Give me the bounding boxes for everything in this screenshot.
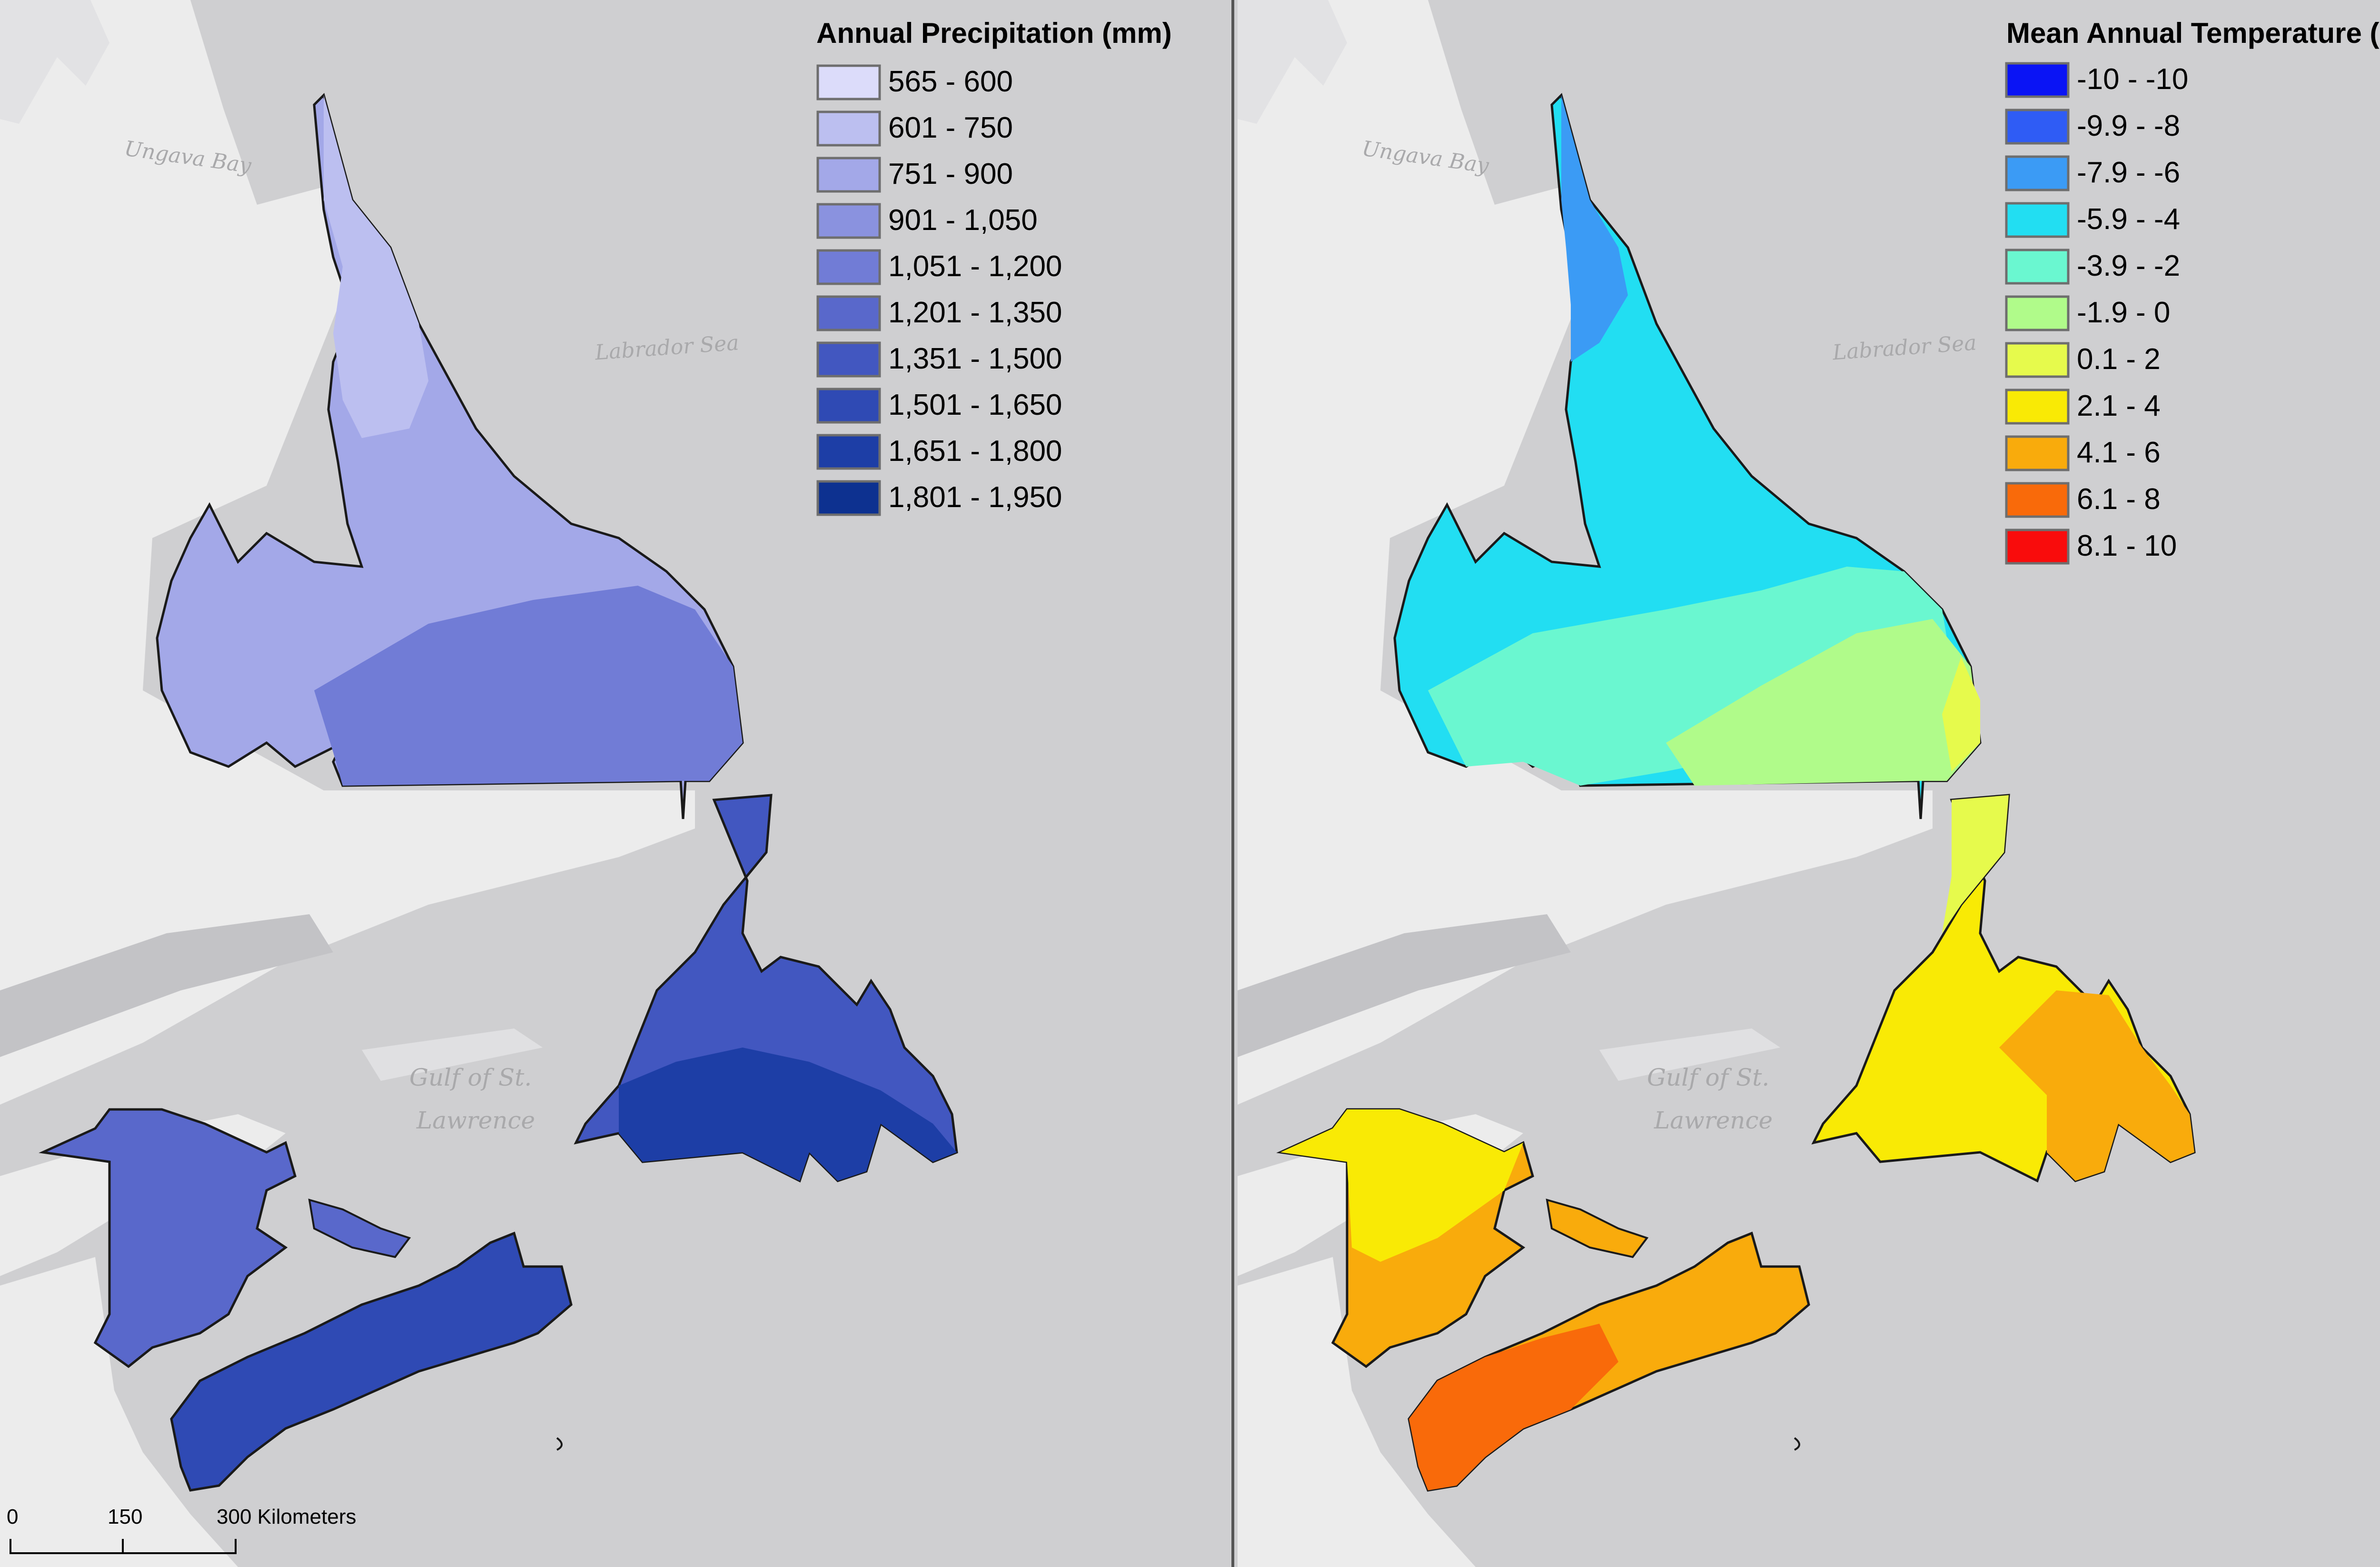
- new-brunswick-region: [39, 1108, 297, 1368]
- sable-island-mark: [1794, 1437, 1800, 1451]
- labrador-dry-zone: [324, 95, 428, 438]
- temperature-legend-label: -1.9 - 0: [2077, 296, 2170, 329]
- label-gulf-line2: Lawrence: [1654, 1107, 1773, 1134]
- precipitation-legend-title: Annual Precipitation (mm): [816, 17, 1172, 49]
- precipitation-legend-label: 1,351 - 1,500: [888, 342, 1062, 375]
- temperature-legend: Mean Annual Temperature (C) -10 - -10 -9.…: [2005, 17, 2380, 565]
- precipitation-regions: [39, 93, 958, 1492]
- precipitation-legend-label: 601 - 750: [888, 111, 1013, 144]
- temperature-regions: [1276, 93, 2196, 1492]
- temperature-legend-label: -9.9 - -8: [2077, 110, 2180, 142]
- labrador-north-cold-zone: [1561, 95, 1628, 362]
- temperature-legend-label: 6.1 - 8: [2077, 483, 2161, 516]
- temperature-legend-label: -5.9 - -4: [2077, 203, 2180, 236]
- precipitation-legend-swatch: [816, 203, 881, 239]
- newfoundland-south-warm-zone: [1999, 990, 2194, 1181]
- temperature-legend-swatch: [2005, 389, 2070, 425]
- precipitation-legend-label: 1,651 - 1,800: [888, 435, 1062, 468]
- temperature-legend-label: 8.1 - 10: [2077, 529, 2177, 562]
- pei-region: [308, 1198, 411, 1258]
- precipitation-legend-label: 901 - 1,050: [888, 204, 1038, 237]
- pei-region: [1546, 1198, 1649, 1258]
- precipitation-legend-swatch: [816, 295, 881, 331]
- precipitation-legend-label: 1,501 - 1,650: [888, 389, 1062, 421]
- labrador-coast-warm-zone: [1942, 657, 1980, 771]
- labrador-south-zone: [1666, 619, 1980, 786]
- river-estuary: [1238, 914, 1571, 1057]
- anticosti-island: [362, 1028, 543, 1081]
- nova-scotia-region: [170, 1231, 573, 1492]
- newfoundland-wet-zone: [619, 1048, 957, 1181]
- precipitation-legend-label: 1,051 - 1,200: [888, 250, 1062, 283]
- precipitation-legend-swatch: [816, 388, 881, 424]
- temperature-map-panel: Ungava Bay Labrador Sea Gulf of St. Lawr…: [1235, 0, 2380, 1567]
- temperature-legend-label: -7.9 - -6: [2077, 156, 2180, 189]
- newfoundland-northern-peninsula-zone: [1942, 795, 2009, 933]
- temperature-legend-label: 0.1 - 2: [2077, 343, 2161, 376]
- scale-bar-label-300: 300 Kilometers: [217, 1505, 356, 1528]
- nova-scotia-warmest-zone: [1409, 1324, 1618, 1490]
- temperature-legend-swatch: [2005, 435, 2070, 471]
- scale-bar-label-150: 150: [108, 1505, 142, 1528]
- temperature-legend-swatch: [2005, 295, 2070, 331]
- temperature-legend-swatch: [2005, 529, 2070, 565]
- label-gulf-line2: Lawrence: [416, 1107, 535, 1134]
- precipitation-map-panel: Ungava Bay Labrador Sea Gulf of St. Lawr…: [0, 0, 1172, 1567]
- temperature-legend-swatch: [2005, 249, 2070, 285]
- precipitation-legend-swatch: [816, 434, 881, 470]
- precipitation-legend-swatch: [816, 64, 881, 100]
- label-gulf-line1: Gulf of St.: [1647, 1064, 1769, 1091]
- precipitation-legend-swatch: [816, 341, 881, 378]
- new-brunswick-north-zone: [1280, 1109, 1523, 1262]
- sable-island-mark: [556, 1437, 563, 1451]
- temperature-legend-swatch: [2005, 202, 2070, 238]
- precipitation-legend-swatch: [816, 110, 881, 147]
- temperature-legend-swatch: [2005, 342, 2070, 378]
- temperature-legend-label: 4.1 - 6: [2077, 436, 2161, 469]
- quebec-landmass: [1238, 0, 1933, 1105]
- temperature-legend-swatch: [2005, 109, 2070, 145]
- temperature-legend-swatch: [2005, 62, 2070, 98]
- temperature-legend-title: Mean Annual Temperature (C): [2006, 17, 2380, 49]
- quebec-north-coast: [1238, 0, 1347, 124]
- temperature-legend-label: -10 - -10: [2077, 63, 2188, 96]
- quebec-landmass: [0, 0, 695, 1105]
- river-estuary: [0, 914, 333, 1057]
- labrador-wet-zone: [314, 586, 743, 786]
- precipitation-legend-swatch: [816, 480, 881, 516]
- anticosti-island: [1599, 1028, 1780, 1081]
- precipitation-legend-swatch: [816, 157, 881, 193]
- quebec-north-coast: [0, 0, 109, 124]
- precipitation-legend: Annual Precipitation (mm) 565 - 600 601 -…: [816, 17, 1172, 516]
- label-gulf-line1: Gulf of St.: [409, 1064, 532, 1091]
- precipitation-legend-label: 1,801 - 1,950: [888, 481, 1062, 514]
- precipitation-legend-label: 1,201 - 1,350: [888, 296, 1062, 329]
- temperature-legend-label: 2.1 - 4: [2077, 389, 2161, 422]
- us-landmass: [0, 1257, 238, 1567]
- us-landmass: [1238, 1257, 1476, 1567]
- precipitation-legend-label: 751 - 900: [888, 158, 1013, 190]
- scale-bar-label-0: 0: [7, 1505, 18, 1528]
- temperature-legend-swatch: [2005, 482, 2070, 518]
- temperature-legend-label: -3.9 - -2: [2077, 250, 2180, 282]
- precipitation-legend-label: 565 - 600: [888, 65, 1013, 98]
- precipitation-legend-swatch: [816, 249, 881, 285]
- scale-bar: 0 150 300 Kilometers: [7, 1505, 356, 1554]
- temperature-legend-swatch: [2005, 155, 2070, 191]
